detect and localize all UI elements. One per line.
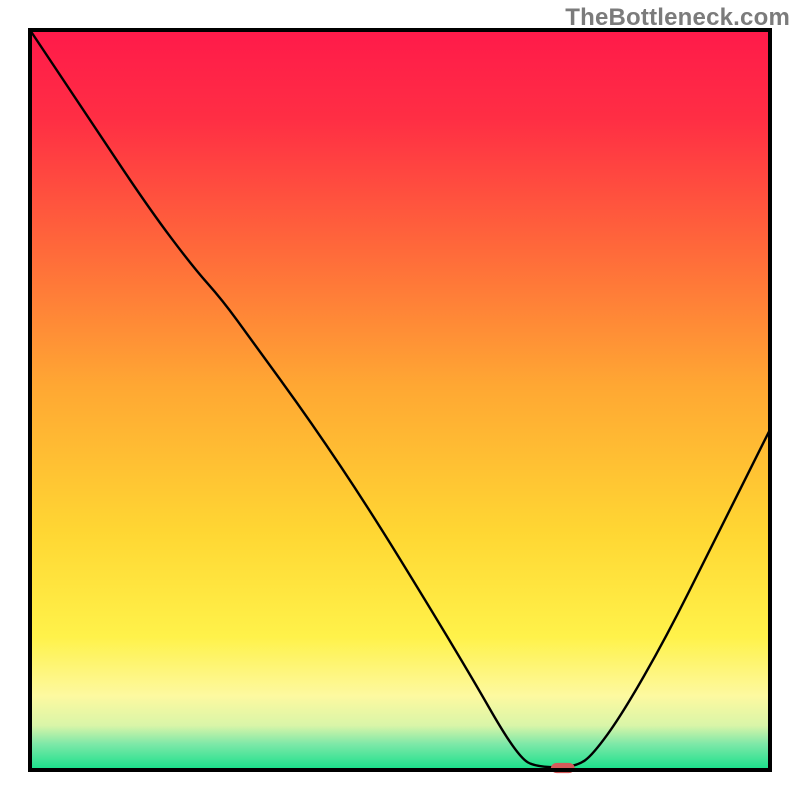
watermark-text: TheBottleneck.com	[565, 4, 790, 32]
bottleneck-chart	[0, 0, 800, 800]
plot-background	[30, 30, 770, 770]
chart-frame: TheBottleneck.com	[0, 0, 800, 800]
